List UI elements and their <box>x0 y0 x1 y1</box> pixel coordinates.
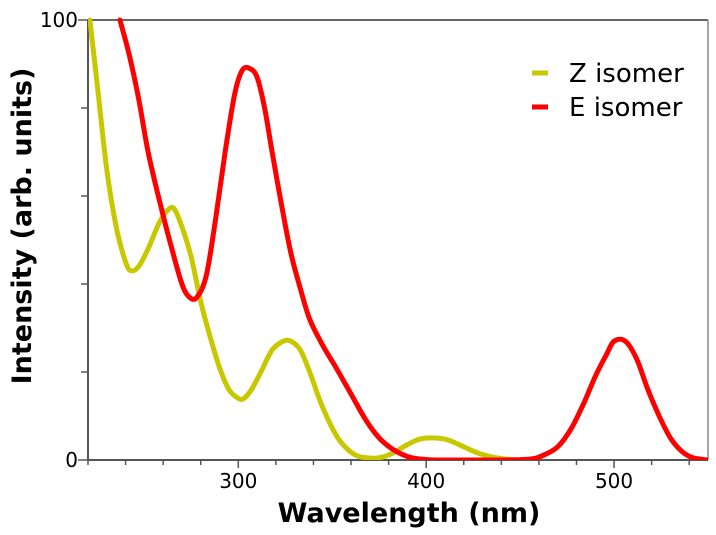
plot-frame <box>87 19 709 461</box>
legend: Z isomer E isomer <box>532 59 684 123</box>
x-axis-ticks: 300 400 500 <box>87 460 690 493</box>
series-line-e-isomer <box>117 17 708 460</box>
x-tick-label: 500 <box>595 469 633 493</box>
x-tick-label: 300 <box>219 469 257 493</box>
legend-label-z-isomer: Z isomer <box>569 59 684 89</box>
y-tick-label: 0 <box>65 448 78 472</box>
series-line-z-isomer <box>88 17 533 460</box>
y-axis-title: Intensity (arb. units) <box>7 68 38 385</box>
y-tick-label: 100 <box>40 8 78 32</box>
x-axis-title: Wavelength (nm) <box>278 498 541 529</box>
legend-label-e-isomer: E isomer <box>569 93 683 123</box>
series-layer <box>88 17 708 460</box>
x-tick-label: 400 <box>407 469 445 493</box>
y-axis-ticks: 0 100 <box>40 8 88 472</box>
